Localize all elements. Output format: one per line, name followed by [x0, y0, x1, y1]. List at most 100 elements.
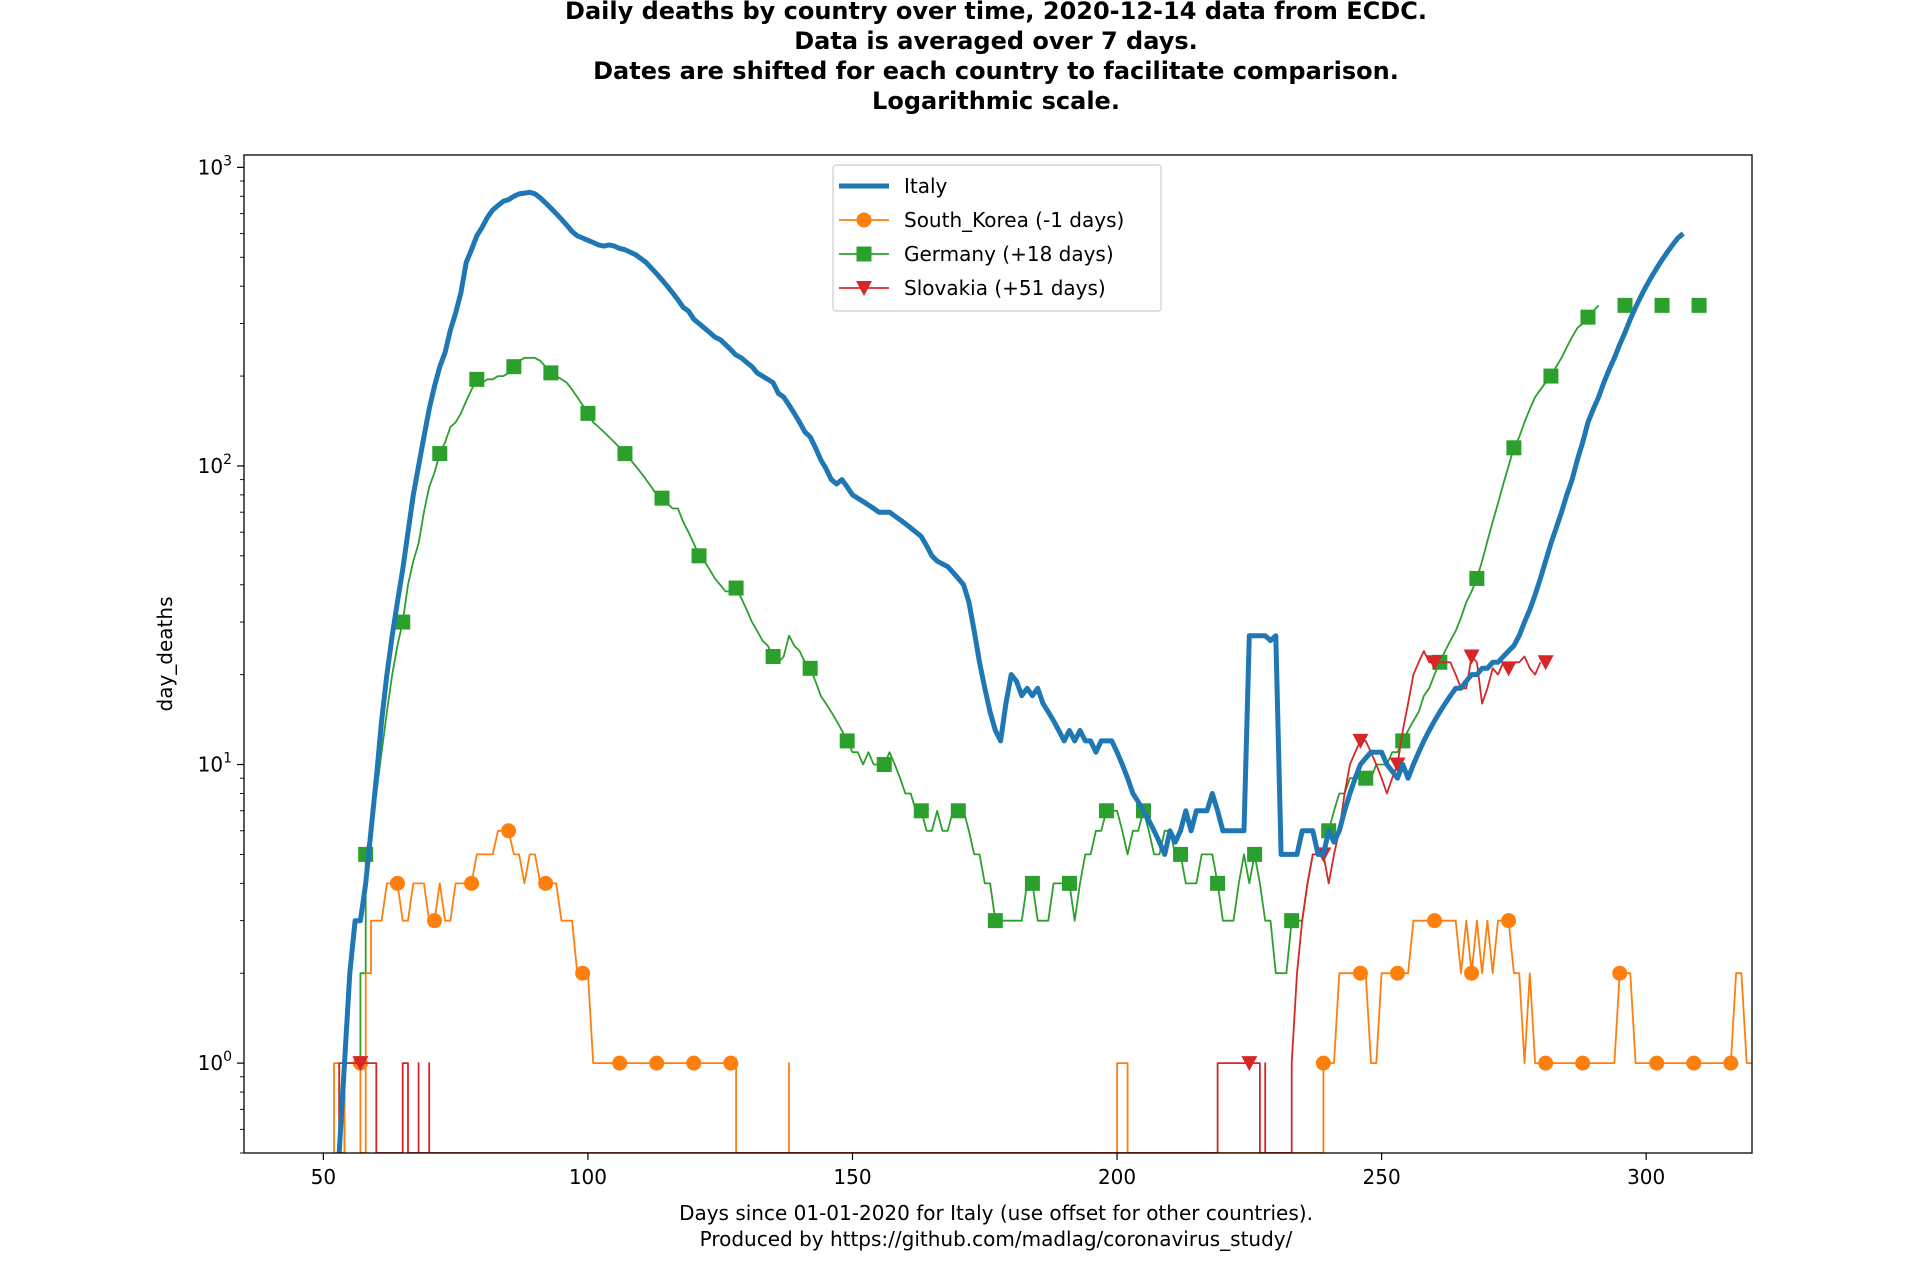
legend-marker: [856, 212, 872, 228]
data-point: [1315, 1055, 1331, 1071]
title-line-3: Dates are shifted for each country to fa…: [593, 57, 1399, 85]
legend-entry: South_Korea (-1 days): [839, 208, 1124, 232]
title-line-2: Data is averaged over 7 days.: [794, 27, 1198, 55]
series-3: [338, 649, 1554, 1153]
data-point: [1464, 965, 1480, 981]
y-tick-label: 102: [198, 452, 232, 478]
data-point: [649, 1055, 665, 1071]
series-layer: [333, 189, 1752, 1153]
data-point: [1501, 913, 1517, 929]
data-point: [1575, 1055, 1591, 1071]
y-tick-label: 100: [198, 1049, 232, 1075]
y-tick-label: 103: [198, 153, 232, 179]
data-point: [1389, 965, 1405, 981]
data-point: [839, 733, 855, 749]
data-point: [1469, 570, 1485, 586]
data-point: [765, 649, 781, 665]
legend-label: South_Korea (-1 days): [904, 208, 1124, 232]
data-point: [1617, 297, 1633, 313]
legend-entry: Germany (+18 days): [839, 242, 1114, 266]
series-line: [336, 189, 1685, 1153]
data-point: [352, 1056, 369, 1072]
data-point: [1061, 875, 1077, 891]
data-point: [612, 1055, 628, 1071]
data-point: [691, 548, 707, 564]
data-point: [1024, 875, 1040, 891]
x-tick-label: 50: [311, 1165, 336, 1189]
data-point: [1723, 1055, 1739, 1071]
data-point: [1241, 1056, 1258, 1072]
data-point: [1284, 913, 1300, 929]
legend-marker: [856, 281, 872, 296]
series-0: [336, 189, 1685, 1153]
data-point: [1352, 965, 1368, 981]
data-point: [1543, 368, 1559, 384]
series-line: [339, 304, 1600, 1153]
data-point: [1427, 913, 1443, 929]
data-point: [1612, 965, 1628, 981]
series-2: [339, 297, 1707, 1153]
data-point: [1580, 309, 1596, 325]
data-point: [395, 614, 411, 630]
data-point: [1506, 440, 1522, 456]
data-point: [950, 803, 966, 819]
data-point: [1395, 733, 1411, 749]
data-point: [575, 965, 591, 981]
data-point: [1389, 757, 1406, 773]
data-point: [1463, 649, 1480, 665]
legend-label: Italy: [904, 174, 948, 198]
x-tick-label: 100: [569, 1165, 607, 1189]
data-point: [1173, 846, 1189, 862]
legend: Italy South_Korea (-1 days) Germany (+18 d…: [832, 164, 1162, 312]
title-line-1: Daily deaths by country over time, 2020-…: [565, 0, 1427, 25]
x-tick-label: 200: [1098, 1165, 1136, 1189]
data-point: [464, 875, 480, 891]
x-axis-label-line-2: Produced by https://github.com/madlag/co…: [700, 1227, 1293, 1251]
data-point: [876, 757, 892, 773]
axes-layer: 50 100 150 200 250 300 100 101 102 103: [198, 153, 1666, 1189]
y-tick-label: 101: [198, 751, 232, 777]
x-tick-label: 300: [1627, 1165, 1665, 1189]
data-point: [1537, 655, 1554, 671]
data-point: [728, 580, 744, 596]
data-point: [654, 490, 670, 506]
data-point: [1358, 770, 1374, 786]
data-point: [1649, 1055, 1665, 1071]
data-point: [1352, 733, 1369, 749]
data-point: [913, 803, 929, 819]
x-tick-label: 150: [833, 1165, 871, 1189]
y-axis-label: day_deaths: [153, 597, 177, 712]
series-line: [333, 829, 1752, 1153]
data-point: [501, 823, 517, 839]
data-point: [723, 1055, 739, 1071]
data-point: [1426, 655, 1443, 671]
chart-title: Daily deaths by country over time, 2020-…: [565, 0, 1427, 115]
data-point: [1686, 1055, 1702, 1071]
data-point: [1500, 661, 1517, 677]
data-point: [538, 875, 554, 891]
legend-label: Slovakia (+51 days): [904, 276, 1106, 300]
data-point: [506, 359, 522, 375]
data-point: [617, 446, 633, 462]
title-line-4: Logarithmic scale.: [872, 87, 1120, 115]
data-point: [686, 1055, 702, 1071]
data-point: [469, 371, 485, 387]
data-point: [1654, 297, 1670, 313]
plot-frame: [243, 154, 1753, 1154]
x-tick-label: 250: [1363, 1165, 1401, 1189]
data-point: [543, 365, 559, 381]
series-line: [338, 650, 1542, 1153]
legend-box: [832, 164, 1162, 312]
data-point: [426, 913, 442, 929]
legend-entry: Italy: [839, 174, 948, 198]
data-point: [432, 446, 448, 462]
data-point: [580, 405, 596, 421]
legend-marker: [856, 246, 872, 262]
data-point: [987, 913, 1003, 929]
data-point: [1538, 1055, 1554, 1071]
x-axis-label-line-1: Days since 01-01-2020 for Italy (use off…: [679, 1201, 1313, 1225]
data-point: [1098, 803, 1114, 819]
data-point: [1247, 846, 1263, 862]
data-point: [389, 875, 405, 891]
